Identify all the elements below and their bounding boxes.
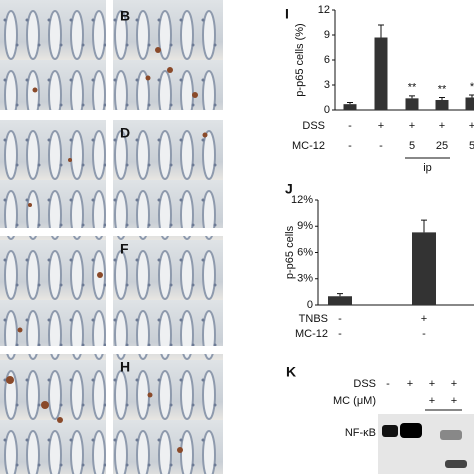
micrograph bbox=[113, 120, 223, 228]
row-label: DSS bbox=[302, 120, 325, 132]
row-value: - bbox=[422, 328, 426, 340]
panel-label: F bbox=[120, 241, 129, 257]
row-label: TNBS bbox=[299, 313, 328, 325]
row-value: + bbox=[429, 378, 435, 390]
micrograph bbox=[0, 0, 106, 110]
panel-label: D bbox=[120, 125, 130, 141]
row-value: - bbox=[338, 328, 342, 340]
group-label: ip bbox=[423, 162, 432, 174]
bar bbox=[328, 296, 352, 305]
bar bbox=[412, 232, 436, 305]
row-value: - bbox=[379, 140, 383, 152]
error-bar bbox=[378, 24, 384, 38]
row-label: DSS bbox=[353, 378, 376, 390]
error-bar bbox=[409, 95, 415, 99]
panel-label: B bbox=[120, 8, 130, 24]
error-bar bbox=[337, 293, 343, 297]
bar bbox=[374, 37, 388, 110]
row-value: + bbox=[409, 120, 415, 132]
row-value: + bbox=[407, 378, 413, 390]
micrograph-column: B D F H bbox=[0, 0, 223, 474]
micrograph bbox=[0, 354, 106, 474]
error-bar bbox=[469, 94, 474, 98]
micrograph bbox=[0, 236, 106, 346]
bar bbox=[343, 104, 357, 110]
y-tick-label: 6 bbox=[324, 54, 330, 66]
row-value: 5 bbox=[469, 140, 474, 152]
row-value: 5 bbox=[409, 140, 415, 152]
micrograph bbox=[113, 354, 223, 474]
panel-label: H bbox=[120, 359, 130, 375]
micrograph bbox=[113, 0, 223, 110]
error-bar bbox=[347, 102, 353, 105]
blot bbox=[378, 414, 474, 474]
row-label: MC (μM) bbox=[333, 395, 376, 407]
y-tick-label: 0 bbox=[324, 104, 330, 116]
row-value: 25 bbox=[436, 140, 448, 152]
row-value: + bbox=[378, 120, 384, 132]
band-label: NF-κB bbox=[345, 427, 376, 439]
row-value: + bbox=[451, 378, 457, 390]
panel-label: I bbox=[285, 6, 289, 22]
row-label: MC-12 bbox=[292, 140, 325, 152]
row-value: + bbox=[439, 120, 445, 132]
y-axis-label: p-p65 cells (%) bbox=[294, 23, 306, 96]
bar bbox=[405, 98, 419, 110]
bar bbox=[465, 97, 474, 110]
error-bar bbox=[439, 97, 445, 100]
y-tick-label: 0 bbox=[307, 299, 313, 311]
row-value: + bbox=[421, 313, 427, 325]
stained-nuclei bbox=[6, 47, 208, 453]
row-value: + bbox=[451, 395, 457, 407]
row-value: - bbox=[348, 120, 352, 132]
micrograph bbox=[113, 236, 223, 346]
panel-label: J bbox=[285, 181, 293, 197]
y-tick-label: 12 bbox=[318, 4, 330, 16]
row-value: - bbox=[348, 140, 352, 152]
row-value: + bbox=[429, 395, 435, 407]
micrograph bbox=[0, 120, 106, 228]
error-bar bbox=[421, 219, 427, 233]
significance-label: ** bbox=[438, 83, 447, 95]
y-tick-label: 6% bbox=[297, 246, 313, 258]
row-value: - bbox=[338, 313, 342, 325]
y-axis-label: p-p65 cells bbox=[284, 225, 296, 279]
y-tick-label: 9 bbox=[324, 29, 330, 41]
y-tick-label: 3 bbox=[324, 79, 330, 91]
row-label: MC-12 bbox=[295, 328, 328, 340]
y-tick-label: 9% bbox=[297, 220, 313, 232]
significance-label: ** bbox=[408, 82, 417, 94]
y-tick-label: 12% bbox=[291, 194, 313, 206]
row-value: - bbox=[386, 378, 390, 390]
row-value: + bbox=[469, 120, 474, 132]
y-tick-label: 3% bbox=[297, 273, 313, 285]
bar bbox=[435, 100, 449, 110]
panel-label: K bbox=[286, 364, 296, 380]
significance-label: * bbox=[470, 81, 474, 93]
